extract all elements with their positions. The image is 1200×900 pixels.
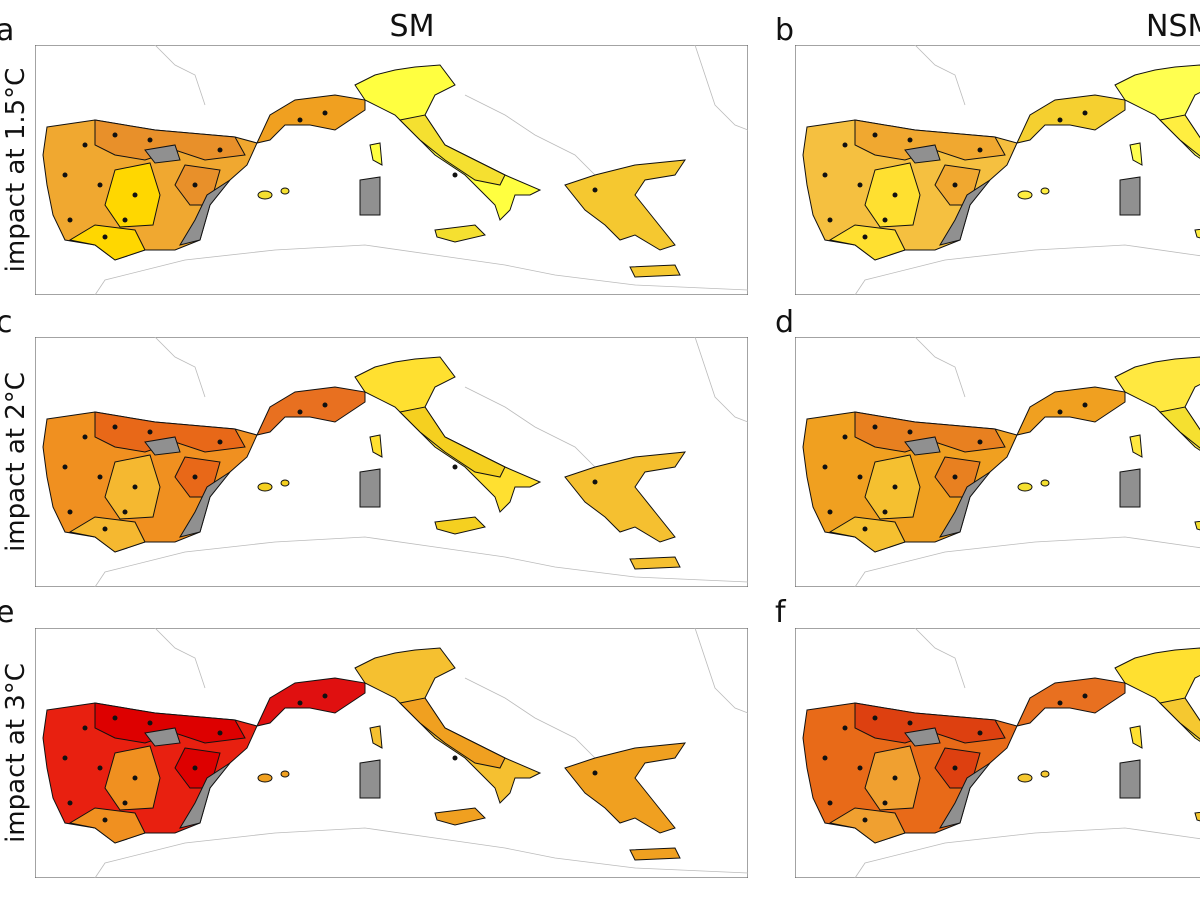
map-panel xyxy=(795,337,1200,587)
map-panel xyxy=(795,628,1200,878)
row-label: impact at 2°C xyxy=(1,372,31,552)
panel-letter: f xyxy=(775,595,787,630)
map-panel xyxy=(35,337,748,587)
map-panel xyxy=(795,45,1200,295)
panel-letter: d xyxy=(775,305,794,340)
panel-letter: b xyxy=(775,13,794,48)
column-title: NSM xyxy=(1146,9,1200,44)
panel-letter: e xyxy=(0,595,14,630)
panel-letter: c xyxy=(0,305,13,340)
row-label: impact at 3°C xyxy=(1,663,31,843)
column-title: SM xyxy=(390,9,435,44)
map-panel xyxy=(35,45,748,295)
panel-letter: a xyxy=(0,13,14,48)
row-label: impact at 1.5°C xyxy=(1,68,31,273)
map-panel xyxy=(35,628,748,878)
